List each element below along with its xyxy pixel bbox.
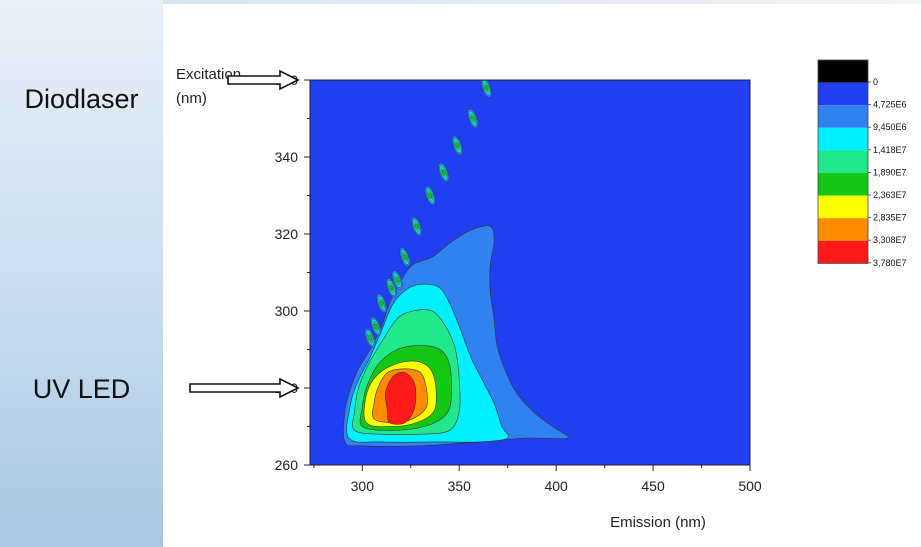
scatter-peak-ring xyxy=(389,284,394,292)
annotation-arrow xyxy=(227,69,300,91)
colorbar-swatch xyxy=(818,173,868,196)
y-tick-label: 340 xyxy=(275,149,299,165)
x-axis-title: Emission (nm) xyxy=(610,514,706,531)
scatter-peak xyxy=(364,328,376,348)
x-tick-label: 400 xyxy=(544,478,568,494)
colorbar-legend: 0 4,725E6 9,450E6 1,418E7 1,890E7 2,363E7 2,83… xyxy=(817,59,907,268)
annotation-arrow xyxy=(189,377,300,399)
colorbar-level-label: 9,450E6 xyxy=(873,122,907,132)
colorbar-frame xyxy=(817,59,869,264)
scatter-peak-ring xyxy=(455,142,460,149)
scatter-peak-ring xyxy=(414,223,419,230)
scatter-peak xyxy=(467,108,479,129)
scatter-peak xyxy=(480,80,492,98)
scatter-peak-ring xyxy=(471,115,475,122)
colorbar-swatch xyxy=(818,218,868,241)
colorbar-swatch xyxy=(818,127,868,151)
colorbar-level-label: 3,308E7 xyxy=(873,235,907,245)
scatter-peak xyxy=(438,162,450,183)
contour-level-7 xyxy=(385,371,417,425)
y-axis: 260280300320340360 xyxy=(275,72,310,473)
x-axis: 300 350 400 450 500 xyxy=(313,465,762,494)
scatter-peak xyxy=(411,216,423,237)
scatter-peak xyxy=(399,247,411,267)
colorbar-level-label: 2,363E7 xyxy=(873,190,907,200)
colorbar-swatch xyxy=(818,240,868,264)
colorbar-level-label: 3,780E7 xyxy=(873,258,907,268)
scatter-peak-ring xyxy=(484,84,489,91)
x-tick-label: 500 xyxy=(738,478,762,494)
scatter-peak xyxy=(376,293,388,314)
colorbar-level-label: 4,725E6 xyxy=(873,100,907,110)
colorbar-swatch xyxy=(818,82,868,106)
y-tick-label: 320 xyxy=(275,226,299,242)
contour-layers xyxy=(343,225,569,447)
top-accent-band xyxy=(163,0,921,4)
scatter-peak xyxy=(451,135,463,156)
colorbar-swatch xyxy=(818,60,868,83)
diodlaser-label: Diodlaser xyxy=(24,84,139,114)
scatter-peak xyxy=(385,278,397,298)
scatter-peak-ring xyxy=(441,169,446,176)
scatter-peak xyxy=(424,185,436,206)
side-panel xyxy=(0,0,163,547)
y-axis-title-line1: Excitation xyxy=(176,66,241,83)
scatter-peak xyxy=(391,270,403,290)
annotation-arrows xyxy=(189,69,300,399)
scatter-peak xyxy=(370,316,382,337)
colorbar-swatch xyxy=(818,195,868,219)
scatter-band xyxy=(364,80,492,348)
colorbar-level-label: 0 xyxy=(873,77,878,87)
x-tick-label: 300 xyxy=(351,478,375,494)
uv-led-label: UV LED xyxy=(32,374,131,404)
colorbar-level-label: 1,890E7 xyxy=(873,167,907,177)
scatter-peak-ring xyxy=(395,277,399,284)
x-tick-label: 450 xyxy=(641,478,665,494)
scatter-peak-ring xyxy=(403,253,407,261)
colorbar-swatch xyxy=(818,105,868,128)
colorbar-level-label: 2,835E7 xyxy=(873,213,907,223)
y-tick-label: 300 xyxy=(275,303,299,319)
colorbar-swatch xyxy=(818,150,868,173)
y-tick-label: 260 xyxy=(275,457,299,473)
x-tick-label: 350 xyxy=(448,478,472,494)
scatter-peak-ring xyxy=(428,192,432,199)
y-axis-title-line2: (nm) xyxy=(176,90,207,107)
scatter-peak-ring xyxy=(368,334,372,342)
scatter-peak-ring xyxy=(374,323,378,330)
colorbar-level-label: 1,418E7 xyxy=(873,145,907,155)
scatter-peak-ring xyxy=(379,300,384,307)
